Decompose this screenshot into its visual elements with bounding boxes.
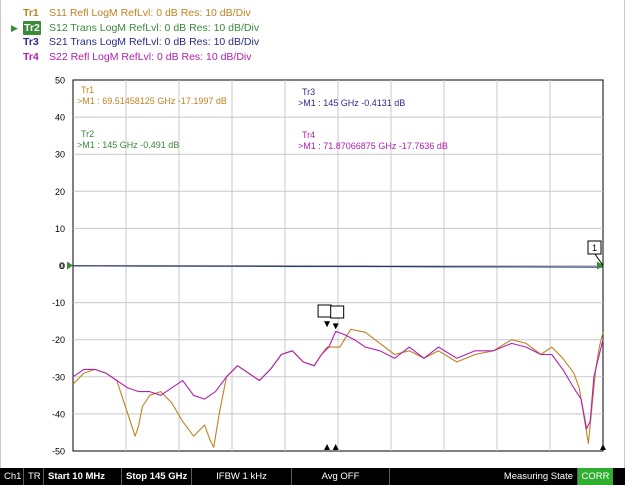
trace-header-line[interactable]: Tr3 S21 Trans LogM RefLvl: 0 dB Res: 10 d…	[23, 35, 259, 50]
trace-description: S22 Refl LogM RefLvl: 0 dB Res: 10 dB/Di…	[49, 50, 252, 63]
y-tick-label: 40	[55, 113, 65, 123]
trace-id[interactable]: Tr4	[23, 50, 39, 63]
marker-readout-title: Tr3	[302, 87, 315, 97]
trace-id[interactable]: Tr3	[23, 36, 39, 48]
y-tick-label: 50	[55, 76, 65, 86]
y-tick-label: 30	[55, 150, 65, 160]
trace-end-marker-icon	[597, 261, 604, 270]
analyzer-window: Tr1 S11 Refl LogM RefLvl: 0 dB Res: 10 dB…	[0, 0, 625, 468]
y-tick-label: 0	[60, 261, 65, 271]
marker-pointer-icon	[332, 323, 339, 330]
averaging-label[interactable]: Avg OFF	[292, 468, 390, 485]
trace-header-line[interactable]: ▶ Tr2 S12 Trans LogM RefLvl: 0 dB Res: 10 …	[11, 20, 260, 35]
start-frequency[interactable]: Start 10 MHz	[44, 468, 122, 485]
marker-readout-value: >M1 : 69.51458125 GHz -17.1997 dB	[77, 96, 227, 106]
channel-label[interactable]: Ch1	[0, 468, 24, 485]
trace-description: S12 Trans LogM RefLvl: 0 dB Res: 10 dB/D…	[49, 21, 260, 34]
y-tick-label: -50	[52, 447, 65, 457]
trace-id[interactable]: Tr2	[23, 20, 41, 35]
marker-box-tr4[interactable]	[330, 305, 345, 319]
y-tick-label: -20	[52, 335, 65, 345]
trace-id[interactable]: Tr1	[23, 7, 39, 19]
stop-frequency[interactable]: Stop 145 GHz	[122, 468, 192, 485]
trace-line-tr4	[72, 330, 604, 430]
marker-pointer-icon	[324, 321, 331, 328]
marker-flag-label: 1	[592, 243, 597, 253]
marker-flag-box[interactable]	[587, 240, 602, 255]
y-tick-label: -40	[52, 409, 65, 419]
y-tick-label: -30	[52, 372, 65, 382]
axis-marker-icon	[600, 444, 606, 450]
axis-marker-icon	[324, 444, 331, 450]
measuring-state: Measuring State	[390, 468, 578, 485]
marker-readout-title: Tr4	[302, 130, 315, 140]
trace-header-line[interactable]: Tr1 S11 Refl LogM RefLvl: 0 dB Res: 10 dB…	[23, 6, 259, 21]
y-tick-label: 10	[55, 224, 65, 234]
corr-badge[interactable]: CORR	[578, 468, 613, 485]
trace-line-tr3	[72, 265, 604, 268]
y-tick-label: -10	[52, 298, 65, 308]
reference-level-icon[interactable]	[67, 261, 73, 270]
status-bar: Ch1 TR Start 10 MHz Stop 145 GHz IFBW 1 …	[0, 468, 625, 485]
marker-readout-value: >M1 : 145 GHz -0.491 dB	[77, 140, 179, 150]
marker-box-tr1[interactable]	[317, 304, 332, 318]
active-trace-arrow-icon: ▶	[11, 22, 18, 33]
marker-flag-leader	[594, 253, 604, 266]
trace-header-line[interactable]: Tr4 S22 Refl LogM RefLvl: 0 dB Res: 10 dB…	[23, 50, 259, 65]
axis-marker-icon	[332, 444, 339, 450]
y-tick-label: 20	[55, 187, 65, 197]
marker-readout-value: >M1 : 145 GHz -0.4131 dB	[298, 98, 405, 108]
marker-readout-title: Tr2	[81, 129, 94, 139]
trace-description: S21 Trans LogM RefLvl: 0 dB Res: 10 dB/D…	[49, 36, 260, 48]
marker-readout-value: >M1 : 71.87066875 GHz -17.7636 dB	[298, 141, 448, 151]
ifbw-label[interactable]: IFBW 1 kHz	[192, 468, 292, 485]
trigger-label[interactable]: TR	[24, 468, 44, 485]
trace-header: Tr1 S11 Refl LogM RefLvl: 0 dB Res: 10 dB…	[11, 6, 260, 65]
reference-level-label: 0	[59, 261, 64, 271]
trace-description: S11 Refl LogM RefLvl: 0 dB Res: 10 dB/Di…	[49, 7, 251, 19]
marker-readout-title: Tr1	[81, 85, 94, 95]
